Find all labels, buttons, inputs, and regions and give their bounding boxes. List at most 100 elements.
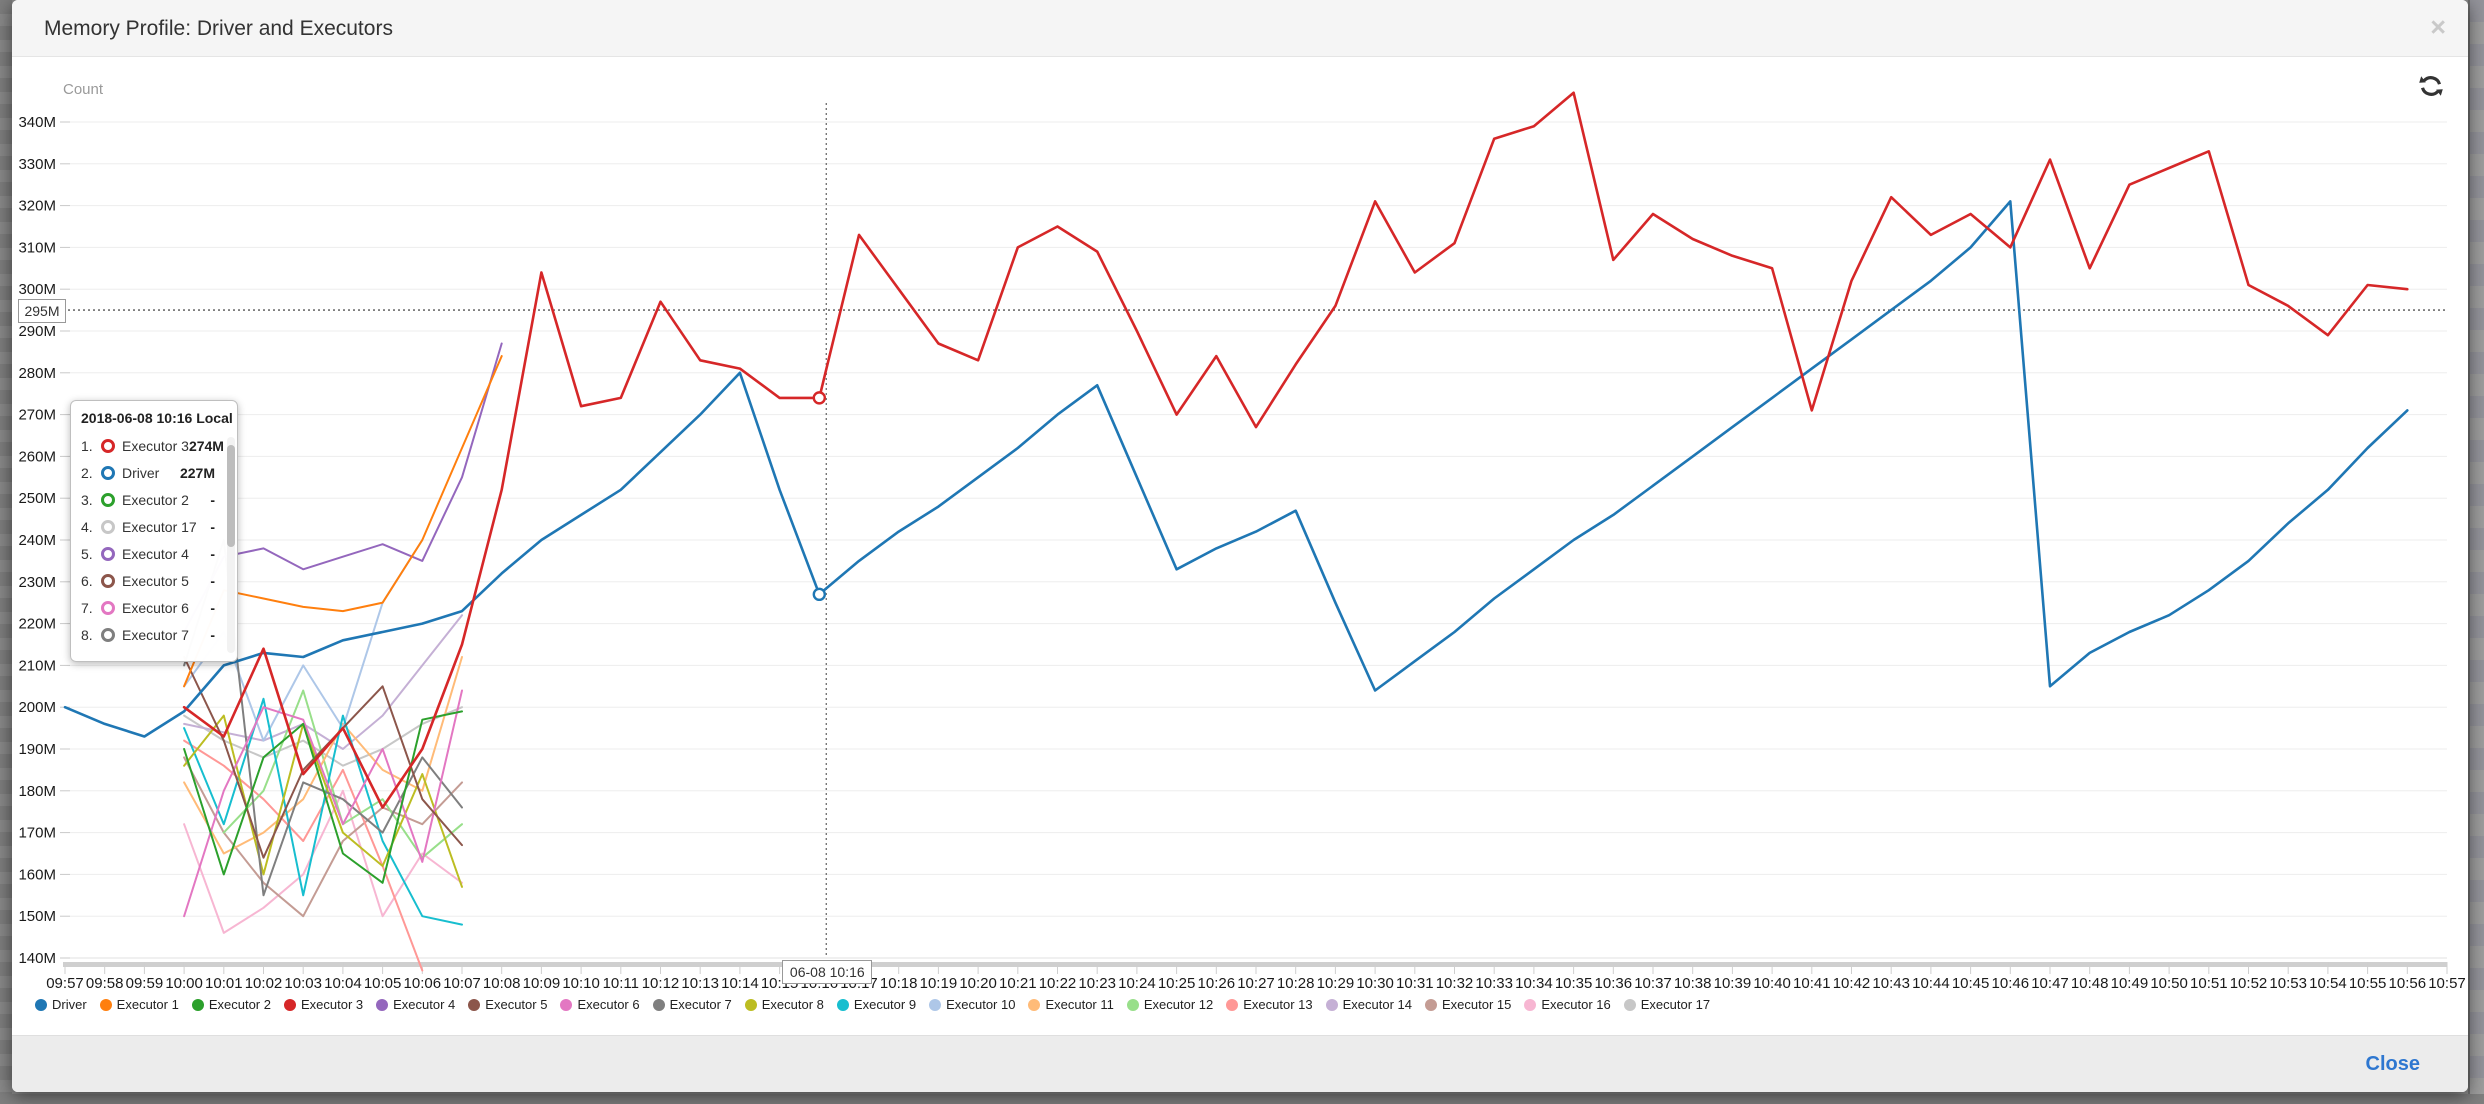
x-tick-label: 10:49	[2111, 975, 2149, 992]
legend-item-executor-7[interactable]: Executor 7	[652, 997, 732, 1012]
chart-panel: 140M 150M 160M 170M 180M 190M 200M 210M 220M 230M…	[12, 57, 2468, 1035]
y-tick-label: 260M	[18, 448, 56, 465]
x-tick-label: 10:10	[562, 975, 600, 992]
y-tick-label: 160M	[18, 866, 56, 883]
x-tick-label: 10:30	[1356, 975, 1394, 992]
x-tick-label: 10:33	[1475, 975, 1513, 992]
chart-svg[interactable]: 140M 150M 160M 170M 180M 190M 200M 210M 220M 230M…	[12, 57, 2468, 1035]
series-line-executor-9	[183, 697, 463, 926]
legend-label: Executor 8	[761, 997, 824, 1012]
tooltip-row-rank: 3.	[81, 491, 93, 508]
legend-item-executor-8[interactable]: Executor 8	[744, 997, 824, 1012]
legend-label: Executor 6	[577, 997, 640, 1012]
legend-item-executor-11[interactable]: Executor 11	[1028, 997, 1114, 1012]
legend-item-driver[interactable]: Driver	[35, 997, 87, 1012]
x-tick-label: 10:44	[1912, 975, 1950, 992]
y-tick-label: 230M	[18, 574, 56, 591]
legend-item-executor-12[interactable]: Executor 12	[1126, 997, 1213, 1012]
x-tick-label: 10:11	[603, 975, 639, 992]
y-tick-label: 190M	[18, 741, 56, 758]
legend-label: Executor 5	[485, 997, 548, 1012]
legend-item-executor-13[interactable]: Executor 13	[1226, 997, 1313, 1012]
legend-item-executor-6[interactable]: Executor 6	[560, 997, 640, 1012]
tooltip-row-value: 274M	[188, 437, 224, 454]
series-ring-icon	[101, 546, 115, 561]
y-value-marker-label: 295M	[18, 299, 66, 323]
tooltip-row-series: Executor 2	[122, 491, 189, 508]
tooltip-scrollbar-thumb[interactable]	[227, 445, 235, 547]
tooltip-row-value: -	[210, 572, 215, 589]
legend-color-dot	[1325, 998, 1338, 1011]
close-icon[interactable]: ×	[2430, 12, 2446, 42]
x-tick-label: 10:32	[1436, 975, 1474, 992]
tooltip-row-rank: 5.	[81, 545, 93, 562]
x-tick-label: 10:47	[2031, 975, 2069, 992]
legend-item-executor-4[interactable]: Executor 4	[376, 997, 455, 1012]
x-tick-label: 10:39	[1714, 975, 1752, 992]
tooltip-row-rank: 2.	[81, 464, 93, 481]
legend-color-dot	[99, 998, 112, 1011]
legend-item-executor-5[interactable]: Executor 5	[468, 997, 547, 1012]
x-tick-label: 09:59	[126, 975, 164, 992]
x-tick-label: 10:42	[1833, 975, 1871, 992]
close-button[interactable]: Close	[2365, 1053, 2420, 1075]
tooltip-row-series: Driver	[122, 464, 160, 481]
tooltip-row: 1. Executor 3 274M	[81, 432, 227, 459]
legend-color-dot	[836, 998, 849, 1011]
tooltip-row-value: -	[210, 599, 215, 616]
legend-label: Executor 17	[1640, 997, 1711, 1012]
x-tick-label: 10:46	[1992, 975, 2030, 992]
legend-item-executor-3[interactable]: Executor 3	[283, 997, 363, 1012]
dimmed-page-left	[0, 0, 12, 1104]
modal-header: Memory Profile: Driver and Executors ×	[12, 0, 2468, 57]
y-tick-label: 200M	[18, 699, 56, 716]
legend-item-executor-1[interactable]: Executor 1	[99, 997, 179, 1012]
tooltip-row-series: Executor 7	[122, 626, 189, 643]
legend-label: Executor 13	[1243, 997, 1313, 1012]
y-tick-label: 140M	[18, 950, 56, 967]
x-tick-label: 10:02	[245, 975, 283, 992]
x-tick-label: 10:29	[1317, 975, 1355, 992]
legend-label: Executor 9	[853, 997, 917, 1012]
y-tick-label: 270M	[18, 407, 56, 424]
tooltip-row: 2. Driver 227M	[81, 459, 227, 486]
modal-footer: Close	[12, 1035, 2468, 1092]
x-tick-label: 10:57	[2428, 975, 2466, 992]
legend-item-executor-10[interactable]: Executor 10	[929, 997, 1015, 1012]
x-tick-label: 10:12	[642, 975, 680, 992]
legend-item-executor-17[interactable]: Executor 17	[1623, 997, 1711, 1012]
legend-label: Executor 15	[1442, 997, 1512, 1012]
legend-color-dot	[468, 998, 481, 1011]
legend-item-executor-9[interactable]: Executor 9	[836, 997, 917, 1012]
x-tick-label: 10:19	[920, 975, 958, 992]
legend-item-executor-2[interactable]: Executor 2	[191, 997, 271, 1012]
series-ring-icon	[101, 627, 115, 642]
legend-label: Executor 10	[946, 997, 1016, 1012]
legend-color-dot	[35, 998, 47, 1011]
x-tick-label: 10:50	[2150, 975, 2188, 992]
legend-color-dot	[560, 998, 573, 1011]
y-tick-label: 250M	[18, 490, 56, 507]
refresh-button[interactable]	[2418, 73, 2444, 99]
series-ring-icon	[101, 519, 115, 534]
legend-color-dot	[376, 998, 389, 1011]
x-tick-label: 10:35	[1555, 975, 1593, 992]
x-tick-label: 10:28	[1277, 975, 1315, 992]
x-tick-label: 10:13	[681, 975, 719, 992]
tooltip-row-value: -	[210, 626, 215, 643]
legend-item-executor-15[interactable]: Executor 15	[1425, 997, 1511, 1012]
legend-label: Driver	[52, 997, 87, 1012]
legend-color-dot	[1226, 998, 1239, 1011]
tooltip-row-rank: 1.	[81, 437, 93, 454]
series-line-executor-15	[183, 756, 463, 918]
y-tick-label: 280M	[18, 365, 56, 382]
y-tick-label: 320M	[18, 198, 56, 215]
legend-color-dot	[929, 998, 942, 1011]
x-tick-label: 10:53	[2269, 975, 2307, 992]
y-tick-label: 240M	[18, 532, 56, 549]
legend-item-executor-14[interactable]: Executor 14	[1325, 997, 1412, 1012]
tooltip-title: 2018-06-08 10:16 Local	[81, 410, 233, 426]
legend-item-executor-16[interactable]: Executor 16	[1524, 997, 1611, 1012]
series-line-executor-3	[182, 91, 2409, 809]
legend-label: Executor 11	[1045, 997, 1114, 1012]
